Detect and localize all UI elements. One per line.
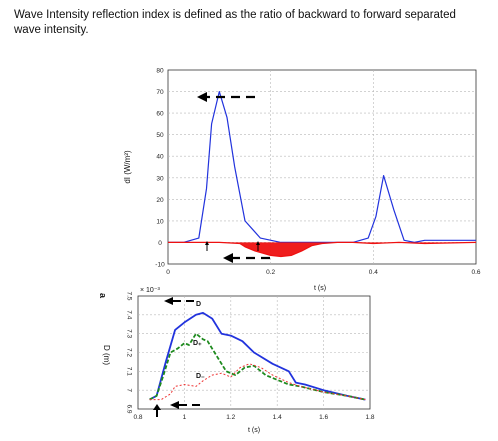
x-tick-label: 0.2 (266, 269, 275, 276)
x-tick-label: 0.6 (471, 269, 480, 276)
peak-arrow (197, 92, 255, 102)
y-tick-label: 10 (156, 218, 164, 225)
y-tick-label: 60 (156, 111, 164, 118)
x-tick-label: 1.6 (319, 414, 328, 421)
caption-text: Wave Intensity reflection index is defin… (14, 9, 456, 36)
y-tick-label: 7.3 (126, 329, 133, 338)
y-tick-label: 20 (156, 197, 164, 204)
series-line-backward (168, 241, 477, 258)
y-tick-label: 30 (156, 175, 164, 182)
bottom-series (149, 311, 366, 401)
series-line-dplus (149, 332, 366, 401)
y-tick-label: 80 (156, 68, 164, 75)
series-line-d (149, 311, 366, 401)
annotation-d: D (196, 301, 201, 308)
top-x-axis-label: t (s) (314, 285, 326, 292)
top-plot-frame (167, 69, 477, 265)
bottom-x-axis-label: t (s) (248, 427, 260, 434)
annotation-d-plus: D₊ (193, 340, 202, 347)
series-line-forward (168, 90, 476, 243)
x-tick-label: 1.4 (273, 414, 282, 421)
y-tick-label: 7 (126, 388, 133, 392)
small-marker-arrow-right (256, 241, 260, 251)
top-grid (168, 70, 476, 264)
x-tick-label: 1.8 (365, 414, 374, 421)
bottom-low-arrow (170, 401, 200, 409)
bottom-up-arrow (153, 404, 161, 417)
top-y-axis-label: dI (W/m²) (123, 150, 132, 184)
y-tick-label: 40 (156, 154, 164, 161)
y-tick-label: -10 (155, 262, 165, 269)
y-tick-label: 6.9 (126, 404, 133, 413)
x-tick-label: 0.4 (369, 269, 378, 276)
y-tick-label: 7.1 (126, 367, 133, 376)
x-tick-label: 1.2 (226, 414, 235, 421)
small-marker-arrow-left (205, 241, 209, 251)
bottom-top-arrow (164, 297, 194, 305)
annotation-d-minus: D₋ (196, 373, 205, 380)
x-tick-label: 0.8 (133, 414, 142, 421)
y-tick-label: 0 (158, 240, 162, 247)
y-tick-label: 7.2 (126, 348, 133, 357)
x-tick-label: 1 (183, 414, 187, 421)
y-scale-factor: × 10⁻³ (140, 287, 161, 294)
reflection-arrow (223, 253, 270, 263)
y-tick-label: 70 (156, 89, 164, 96)
y-tick-label: 7.5 (126, 291, 133, 300)
bottom-y-axis-label: D (m) (102, 345, 111, 365)
backward-wave-area (168, 242, 476, 257)
x-tick-label: 0 (166, 269, 170, 276)
y-tick-label: 50 (156, 132, 164, 139)
panel-label: a (98, 293, 108, 299)
top-series (168, 90, 477, 258)
bottom-tick-labels: 0.8 1 1.2 1.4 1.6 1.8 6.9 7 7.1 7.2 7.3 7.4 7.5 (126, 291, 375, 421)
diameter-chart: a 0.8 1 1.2 1.4 1.6 1.8 6.9 7 7.1 7.2 7.3 7.4 7.5 D … (98, 287, 375, 434)
y-tick-label: 7.4 (126, 310, 133, 319)
